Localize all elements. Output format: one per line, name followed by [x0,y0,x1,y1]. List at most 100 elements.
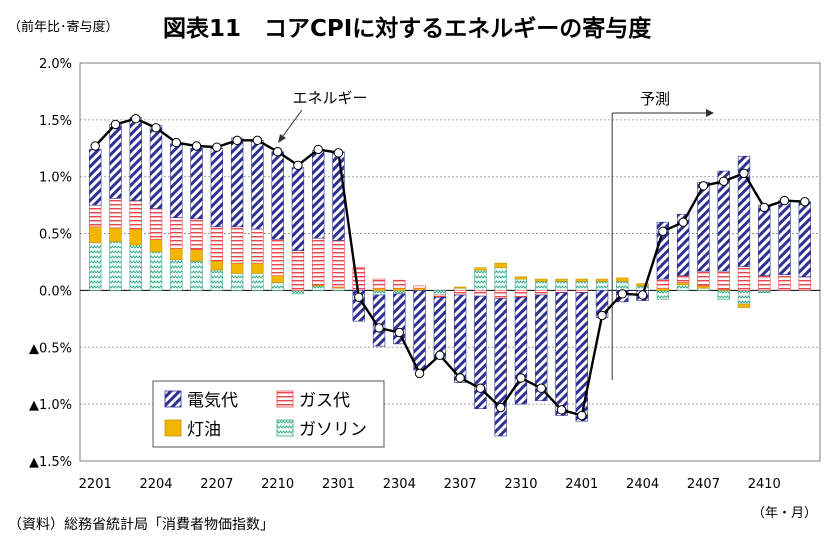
bar-segment [149,251,163,291]
y-tick-label: ▲1.0% [29,398,72,413]
x-tick-label: 2404 [626,477,659,492]
energy-label-pointer [279,109,303,141]
bar-segment [332,151,345,241]
energy-point [617,289,628,299]
bar-segment [474,269,487,291]
bar-segment [312,285,325,291]
bar-segment [676,213,690,276]
legend-swatch [164,390,182,408]
legend-swatch [276,419,294,437]
bar-segment [129,200,142,230]
bar-segment [271,238,284,276]
bar-segment [514,296,528,405]
bar-segment [332,287,345,291]
legend-box [152,380,385,448]
energy-point [475,383,486,393]
y-tick-label: 1.5% [39,114,72,129]
bar-segment [372,287,386,291]
x-tick-label: 2407 [687,477,720,492]
energy-label-pointer-head [278,134,286,143]
bar-segment [251,140,264,230]
bar-segment [393,290,406,295]
bar-segment [697,182,710,272]
bar-segment [535,294,548,402]
energy-point [516,373,526,383]
bar-segment [210,269,224,291]
bar-segment [636,285,649,291]
energy-point [495,402,506,413]
bar-segment [717,290,730,300]
bar-segment [190,249,203,262]
bar-segment [656,278,670,289]
bar-segment [89,149,102,206]
legend-label: ガソリン [299,420,367,440]
bar-segment [575,292,588,422]
bar-segment [312,237,325,286]
energy-point [678,217,688,227]
bar-segment [129,228,142,246]
bar-segment [291,167,305,251]
energy-point [191,141,202,151]
energy-point [212,142,222,152]
bar-segment [778,200,791,275]
bar-segment [393,293,406,345]
energy-point [577,410,587,421]
bar-segment [514,278,528,291]
bar-segment [109,227,122,242]
bar-segment [494,298,507,437]
bar-segment [758,275,771,291]
bar-segment [555,292,568,416]
legend-label: ガス代 [299,391,350,411]
energy-point [759,202,769,213]
y-tick-label: 2.0% [39,57,72,72]
bar-segment [190,147,203,220]
bar-segment [149,125,163,209]
bar-segment [190,260,203,291]
bar-segment [129,244,142,291]
bar-segment [717,170,730,272]
energy-point [739,168,749,179]
legend-swatch [276,390,294,408]
bar-segment [555,281,568,291]
bar-segment [433,290,447,296]
energy-point [394,327,405,338]
y-tick-label: ▲1.5% [29,455,72,470]
energy-point [293,160,303,171]
bar-segment [170,248,183,261]
bar-segment [758,290,771,294]
bar-segment [494,290,507,299]
x-tick-label: 2301 [322,477,355,492]
bar-segment [210,260,224,271]
bar-segment [453,287,467,291]
energy-point [313,144,323,155]
bar-segment [737,155,751,267]
bar-segment [291,290,305,295]
bar-segment [251,228,264,264]
bar-segment [636,283,649,287]
bar-segment [413,285,426,289]
bar-segment [190,218,203,250]
bar-segment [676,275,690,283]
energy-point [536,383,546,393]
energy-point [414,368,425,379]
x-tick-label: 2207 [200,477,233,492]
bar-segment [535,278,548,282]
x-tick-label: 2204 [139,477,172,492]
bar-segment [737,266,751,291]
bar-segment [717,270,730,290]
bar-segment [514,276,528,280]
forecast-label: 予測 [640,90,670,108]
bar-segment [89,204,102,228]
legend-label: 電気代 [187,391,238,411]
bar-segment [778,274,791,291]
y-tick-label: 0.5% [39,228,72,243]
bar-segment [170,259,183,291]
bar-segment [332,240,345,288]
energy-point [272,146,283,157]
bar-segment [758,204,771,276]
bar-segment [89,226,102,243]
source-note: （資料）総務省統計局「消費者物価指数」 [8,517,274,533]
bar-segment [210,147,224,228]
bar-segment [737,290,751,305]
bar-segment [474,290,487,297]
